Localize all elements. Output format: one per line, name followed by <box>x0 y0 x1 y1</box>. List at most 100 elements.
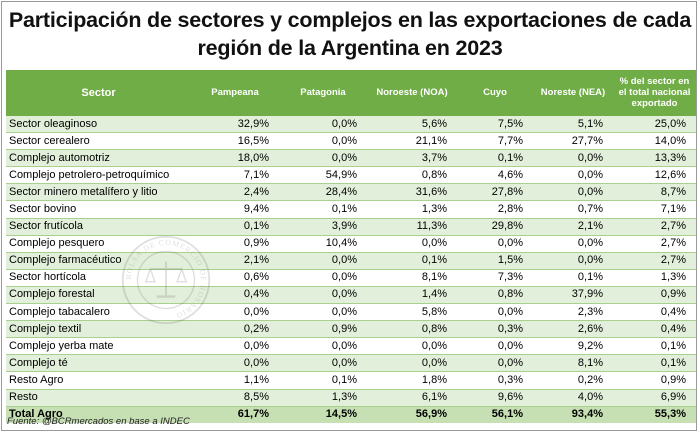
cuyo-cell: 1,5% <box>457 252 533 270</box>
cuyo-cell: 9,6% <box>457 389 533 407</box>
cuyo-cell: 0,8% <box>457 286 533 305</box>
noa-cell: 1,8% <box>367 371 457 390</box>
pampeana-cell: 0,2% <box>191 320 279 339</box>
total-cell: 0,4% <box>613 303 696 322</box>
patagonia-cell: 0,0% <box>279 132 367 151</box>
total-cell: 2,7% <box>613 218 696 236</box>
sector-name-cell: Sector frutícola <box>6 218 191 236</box>
total-cell: 2,7% <box>613 252 696 270</box>
total-cell: 0,1% <box>613 354 696 373</box>
pampeana-cell: 18,0% <box>191 149 279 168</box>
nea-cell: 4,0% <box>533 389 613 407</box>
pampeana-cell: 16,5% <box>191 132 279 151</box>
total-total: 55,3% <box>613 405 696 423</box>
total-cell: 13,3% <box>613 149 696 168</box>
cuyo-cell: 27,8% <box>457 183 533 202</box>
patagonia-cell: 10,4% <box>279 235 367 253</box>
table-row: Complejo té 0,0% 0,0% 0,0% 0,0% 8,1% 0,1% <box>6 354 696 373</box>
nea-cell: 5,1% <box>533 115 613 134</box>
noa-cell: 5,8% <box>367 303 457 322</box>
patagonia-cell: 1,3% <box>279 389 367 407</box>
pampeana-cell: 2,4% <box>191 183 279 202</box>
table-row: Sector hortícola 0,6% 0,0% 8,1% 7,3% 0,1% 1,3% <box>6 269 696 287</box>
patagonia-cell: 0,0% <box>279 354 367 373</box>
noa-cell: 0,0% <box>367 235 457 253</box>
nea-cell: 0,0% <box>533 166 613 185</box>
table-row: Complejo petrolero-petroquímico 7,1% 54,9%… <box>6 166 696 185</box>
cuyo-cell: 0,3% <box>457 371 533 390</box>
header-cuyo: Cuyo <box>457 70 533 116</box>
pampeana-cell: 7,1% <box>191 166 279 185</box>
table-row: Complejo farmacéutico 2,1% 0,0% 0,1% 1,5% 0,0… <box>6 252 696 270</box>
sector-name-cell: Resto <box>6 389 191 407</box>
table-row: Sector frutícola 0,1% 3,9% 11,3% 29,8% 2,1% 2,… <box>6 218 696 236</box>
nea-cell: 0,0% <box>533 149 613 168</box>
table-row: Complejo yerba mate 0,0% 0,0% 0,0% 0,0% 9,2% 0… <box>6 337 696 356</box>
nea-cell: 9,2% <box>533 337 613 356</box>
sector-name-cell: Complejo petrolero-petroquímico <box>6 166 191 185</box>
total-cell: 0,9% <box>613 286 696 305</box>
cuyo-cell: 29,8% <box>457 218 533 236</box>
header-total: % del sector en el total nacional export… <box>613 70 696 116</box>
nea-cell: 2,6% <box>533 320 613 339</box>
total-sector: Total Agro <box>6 405 191 423</box>
pampeana-cell: 0,1% <box>191 218 279 236</box>
total-cell: 6,9% <box>613 389 696 407</box>
cuyo-cell: 0,0% <box>457 337 533 356</box>
cuyo-cell: 7,7% <box>457 132 533 151</box>
table-row: Resto 8,5% 1,3% 6,1% 9,6% 4,0% 6,9% <box>6 389 696 407</box>
noa-cell: 0,8% <box>367 320 457 339</box>
total-cell: 0,9% <box>613 371 696 390</box>
table-row: Complejo automotriz 18,0% 0,0% 3,7% 0,1% 0,0%… <box>6 149 696 168</box>
noa-cell: 8,1% <box>367 269 457 287</box>
nea-cell: 0,0% <box>533 252 613 270</box>
nea-cell: 0,0% <box>533 183 613 202</box>
noa-cell: 6,1% <box>367 389 457 407</box>
nea-cell: 0,7% <box>533 200 613 219</box>
table-row: Complejo forestal 0,4% 0,0% 1,4% 0,8% 37,9% 0,… <box>6 286 696 305</box>
table-header-row: Sector Pampeana Patagonia Noroeste (NOA)… <box>6 70 696 116</box>
sector-name-cell: Complejo textil <box>6 320 191 339</box>
table-row: Sector cerealero 16,5% 0,0% 21,1% 7,7% 27,7% 1… <box>6 132 696 151</box>
total-cell: 7,1% <box>613 200 696 219</box>
header-sector: Sector <box>6 70 191 116</box>
noa-cell: 0,8% <box>367 166 457 185</box>
total-row: Total Agro 61,7% 14,5% 56,9% 56,1% 93,4%… <box>6 405 696 423</box>
noa-cell: 21,1% <box>367 132 457 151</box>
nea-cell: 0,1% <box>533 269 613 287</box>
patagonia-cell: 0,0% <box>279 252 367 270</box>
pampeana-cell: 0,6% <box>191 269 279 287</box>
noa-cell: 3,7% <box>367 149 457 168</box>
cuyo-cell: 7,5% <box>457 115 533 134</box>
table-row: Complejo pesquero 0,9% 10,4% 0,0% 0,0% 0,0% 2,… <box>6 235 696 253</box>
total-nea: 93,4% <box>533 405 613 423</box>
total-cell: 0,4% <box>613 320 696 339</box>
total-cell: 12,6% <box>613 166 696 185</box>
noa-cell: 0,0% <box>367 337 457 356</box>
total-cell: 8,7% <box>613 183 696 202</box>
nea-cell: 2,1% <box>533 218 613 236</box>
noa-cell: 31,6% <box>367 183 457 202</box>
noa-cell: 11,3% <box>367 218 457 236</box>
header-noa: Noroeste (NOA) <box>367 70 457 116</box>
patagonia-cell: 0,0% <box>279 149 367 168</box>
sector-name-cell: Sector minero metalífero y litio <box>6 183 191 202</box>
table-row: Sector oleaginoso 32,9% 0,0% 5,6% 7,5% 5,1% 25… <box>6 115 696 134</box>
cuyo-cell: 4,6% <box>457 166 533 185</box>
sector-name-cell: Sector cerealero <box>6 132 191 151</box>
sector-name-cell: Complejo farmacéutico <box>6 252 191 270</box>
sector-name-cell: Complejo tabacalero <box>6 303 191 322</box>
total-noa: 56,9% <box>367 405 457 423</box>
patagonia-cell: 0,0% <box>279 303 367 322</box>
nea-cell: 2,3% <box>533 303 613 322</box>
nea-cell: 0,2% <box>533 371 613 390</box>
patagonia-cell: 54,9% <box>279 166 367 185</box>
patagonia-cell: 0,1% <box>279 200 367 219</box>
pampeana-cell: 9,4% <box>191 200 279 219</box>
total-cell: 0,1% <box>613 337 696 356</box>
header-pampeana: Pampeana <box>191 70 279 116</box>
table-row: Sector bovino 9,4% 0,1% 1,3% 2,8% 0,7% 7,1% <box>6 200 696 219</box>
table-row: Resto Agro 1,1% 0,1% 1,8% 0,3% 0,2% 0,9% <box>6 371 696 390</box>
noa-cell: 1,4% <box>367 286 457 305</box>
patagonia-cell: 0,1% <box>279 371 367 390</box>
